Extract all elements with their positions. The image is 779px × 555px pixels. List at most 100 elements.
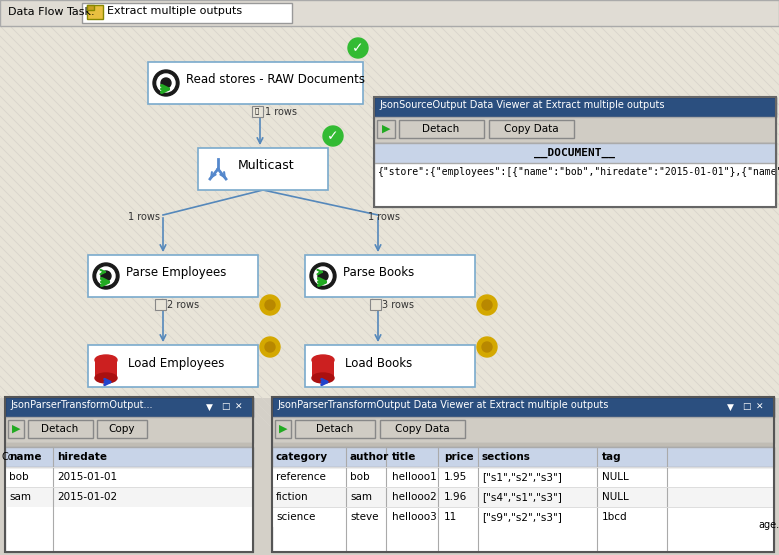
Text: Parse Books: Parse Books <box>343 266 414 279</box>
Ellipse shape <box>312 355 334 365</box>
Bar <box>370 299 381 310</box>
Text: name: name <box>9 452 41 462</box>
Circle shape <box>93 263 119 289</box>
Circle shape <box>318 271 328 281</box>
Text: sam: sam <box>9 492 31 502</box>
Text: hellooo3: hellooo3 <box>392 512 437 522</box>
Text: hiredate: hiredate <box>57 452 107 462</box>
Bar <box>374 117 776 143</box>
Text: Data Flow Task:: Data Flow Task: <box>8 7 94 17</box>
Circle shape <box>323 126 343 146</box>
Bar <box>399 120 484 138</box>
Text: Detach: Detach <box>422 124 460 134</box>
Bar <box>272 397 774 552</box>
Bar <box>272 447 774 552</box>
Bar <box>252 106 263 117</box>
Text: ["s1","s2","s3"]: ["s1","s2","s3"] <box>482 472 562 482</box>
Text: bob: bob <box>350 472 369 482</box>
Circle shape <box>260 337 280 357</box>
Bar <box>148 62 363 104</box>
Bar <box>5 397 253 417</box>
Bar <box>5 487 253 507</box>
Text: ▶: ▶ <box>382 124 390 134</box>
Circle shape <box>314 267 332 285</box>
Text: {"store":{"employees":[{"name":"bob","hiredate":"2015-01-01"},{"name":"sam",: {"store":{"employees":[{"name":"bob","hi… <box>378 167 779 177</box>
Text: sam: sam <box>350 492 372 502</box>
Bar <box>489 120 574 138</box>
Text: Copy: Copy <box>109 424 136 434</box>
Text: bob: bob <box>9 472 29 482</box>
Bar <box>5 447 253 552</box>
Text: NULL: NULL <box>602 472 629 482</box>
Text: hellooo1: hellooo1 <box>392 472 437 482</box>
Text: ▶: ▶ <box>12 424 20 434</box>
Text: hellooo2: hellooo2 <box>392 492 437 502</box>
Bar <box>82 3 292 23</box>
Ellipse shape <box>312 373 334 383</box>
Bar <box>5 417 253 443</box>
Text: title: title <box>392 452 416 462</box>
Text: steve: steve <box>350 512 379 522</box>
Text: 1 rows: 1 rows <box>368 212 400 222</box>
Text: science: science <box>276 512 315 522</box>
Text: Multicast: Multicast <box>238 159 294 172</box>
Text: Load Books: Load Books <box>345 357 412 370</box>
Bar <box>374 143 776 207</box>
Text: ["s4","s1","s3"]: ["s4","s1","s3"] <box>482 492 562 502</box>
Text: ✓: ✓ <box>327 129 339 143</box>
Bar <box>5 447 253 467</box>
Circle shape <box>97 267 115 285</box>
Circle shape <box>265 342 275 352</box>
Text: ✓: ✓ <box>352 41 364 55</box>
Circle shape <box>153 70 179 96</box>
Text: JsonParserTransformOutput...: JsonParserTransformOutput... <box>10 400 153 410</box>
Text: 2 rows: 2 rows <box>167 300 199 310</box>
Bar <box>374 97 776 207</box>
Bar <box>155 299 166 310</box>
Bar <box>272 443 774 447</box>
Text: category: category <box>276 452 328 462</box>
Text: ["s9","s2","s3"]: ["s9","s2","s3"] <box>482 512 562 522</box>
Ellipse shape <box>95 355 117 365</box>
Bar <box>28 420 93 438</box>
Circle shape <box>157 74 175 92</box>
Circle shape <box>161 78 171 88</box>
Text: 2015-01-01: 2015-01-01 <box>57 472 117 482</box>
Text: Copy Data: Copy Data <box>395 424 449 434</box>
Text: Extract multiple outputs: Extract multiple outputs <box>107 6 242 16</box>
Bar <box>87 5 103 19</box>
Bar <box>5 467 253 487</box>
Text: JsonParserTransformOutput Data Viewer at Extract multiple outputs: JsonParserTransformOutput Data Viewer at… <box>277 400 608 410</box>
Bar <box>272 447 774 467</box>
Text: 🔍: 🔍 <box>255 108 259 114</box>
Bar <box>88 255 258 297</box>
Bar <box>272 417 774 443</box>
Text: Co: Co <box>2 452 15 462</box>
Bar <box>5 397 253 552</box>
Text: fiction: fiction <box>276 492 308 502</box>
Bar <box>272 467 774 487</box>
Bar <box>374 97 776 117</box>
Bar <box>272 487 774 507</box>
Text: JsonSourceOutput Data Viewer at Extract multiple outputs: JsonSourceOutput Data Viewer at Extract … <box>379 100 664 110</box>
Bar <box>0 0 779 26</box>
Bar <box>377 120 395 138</box>
Text: □: □ <box>742 402 750 411</box>
Text: tag: tag <box>602 452 622 462</box>
Text: Detach: Detach <box>316 424 354 434</box>
Text: sections: sections <box>482 452 530 462</box>
Text: □: □ <box>220 402 229 411</box>
Text: price: price <box>444 452 474 462</box>
Text: author: author <box>350 452 390 462</box>
Bar <box>312 360 334 378</box>
Bar <box>295 420 375 438</box>
Text: ▶: ▶ <box>279 424 287 434</box>
Bar <box>88 345 258 387</box>
Bar <box>272 507 774 527</box>
Text: 1.95: 1.95 <box>444 472 467 482</box>
Bar <box>305 345 475 387</box>
Bar <box>380 420 465 438</box>
Bar <box>198 148 328 190</box>
Text: ✕: ✕ <box>756 402 763 411</box>
Text: 1.96: 1.96 <box>444 492 467 502</box>
